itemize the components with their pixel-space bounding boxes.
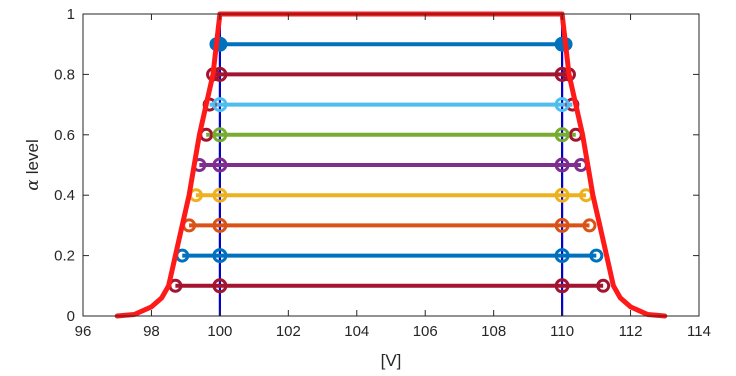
alpha-cut-marker-left-inner <box>212 187 228 203</box>
alpha-cut-marker-right-outer <box>589 248 604 263</box>
y-tick-label: 1 <box>67 6 75 23</box>
x-tick-label: 106 <box>413 323 438 340</box>
axes-frame <box>82 13 700 317</box>
alpha-cut-marker-right-inner <box>554 97 570 113</box>
y-tick-label: 0.8 <box>54 66 75 83</box>
y-axis-label-symbol: α <box>23 179 43 191</box>
y-tick-label: 0.6 <box>54 127 75 144</box>
alpha-cut-marker-right-outer <box>596 278 611 293</box>
x-tick-label: 96 <box>75 323 92 340</box>
alpha-cut-marker-left-inner <box>212 97 228 113</box>
alpha-cut-0.3 <box>182 217 597 233</box>
alpha-cut-marker-left-inner <box>212 127 228 143</box>
y-tick-label: 0.4 <box>54 187 75 204</box>
y-tick-label: 0 <box>67 308 75 325</box>
y-axis-label-text: level <box>23 139 42 174</box>
y-tick-label: 0.2 <box>54 248 75 265</box>
y-axis-label: α level <box>23 139 43 190</box>
alpha-cut-series <box>168 36 611 294</box>
alpha-cut-marker-left-inner <box>212 278 228 294</box>
x-tick-label: 110 <box>550 323 574 340</box>
x-tick-label: 102 <box>276 323 301 340</box>
x-tick-label: 112 <box>619 323 643 340</box>
alpha-cut-marker-right-inner <box>554 157 570 173</box>
alpha-cut-marker-right-inner <box>554 217 570 233</box>
x-tick-label: 114 <box>687 323 711 340</box>
alpha-cut-0.8 <box>206 66 576 82</box>
alpha-cut-marker-left-inner <box>212 217 228 233</box>
x-tick-label: 108 <box>481 323 506 340</box>
x-tick-label: 100 <box>207 323 232 340</box>
alpha-cut-marker-left-inner <box>212 157 228 173</box>
alpha-cut-marker-right-inner <box>554 248 570 264</box>
alpha-cut-marker-right-outer <box>582 218 597 233</box>
alpha-cut-marker-left-inner <box>212 248 228 264</box>
x-tick-label: 104 <box>344 323 369 340</box>
alpha-cut-marker-right-inner <box>554 127 570 143</box>
x-axis-label: [V] <box>381 351 402 370</box>
alpha-cut-marker-right-inner <box>554 187 570 203</box>
x-tick-label: 98 <box>143 323 160 340</box>
alpha-cut-marker-right-inner <box>554 278 570 294</box>
axes: 96 98 100 102 104 106 108 110 112 114 0 0.2 0.4 0.6 0.… <box>54 6 711 340</box>
